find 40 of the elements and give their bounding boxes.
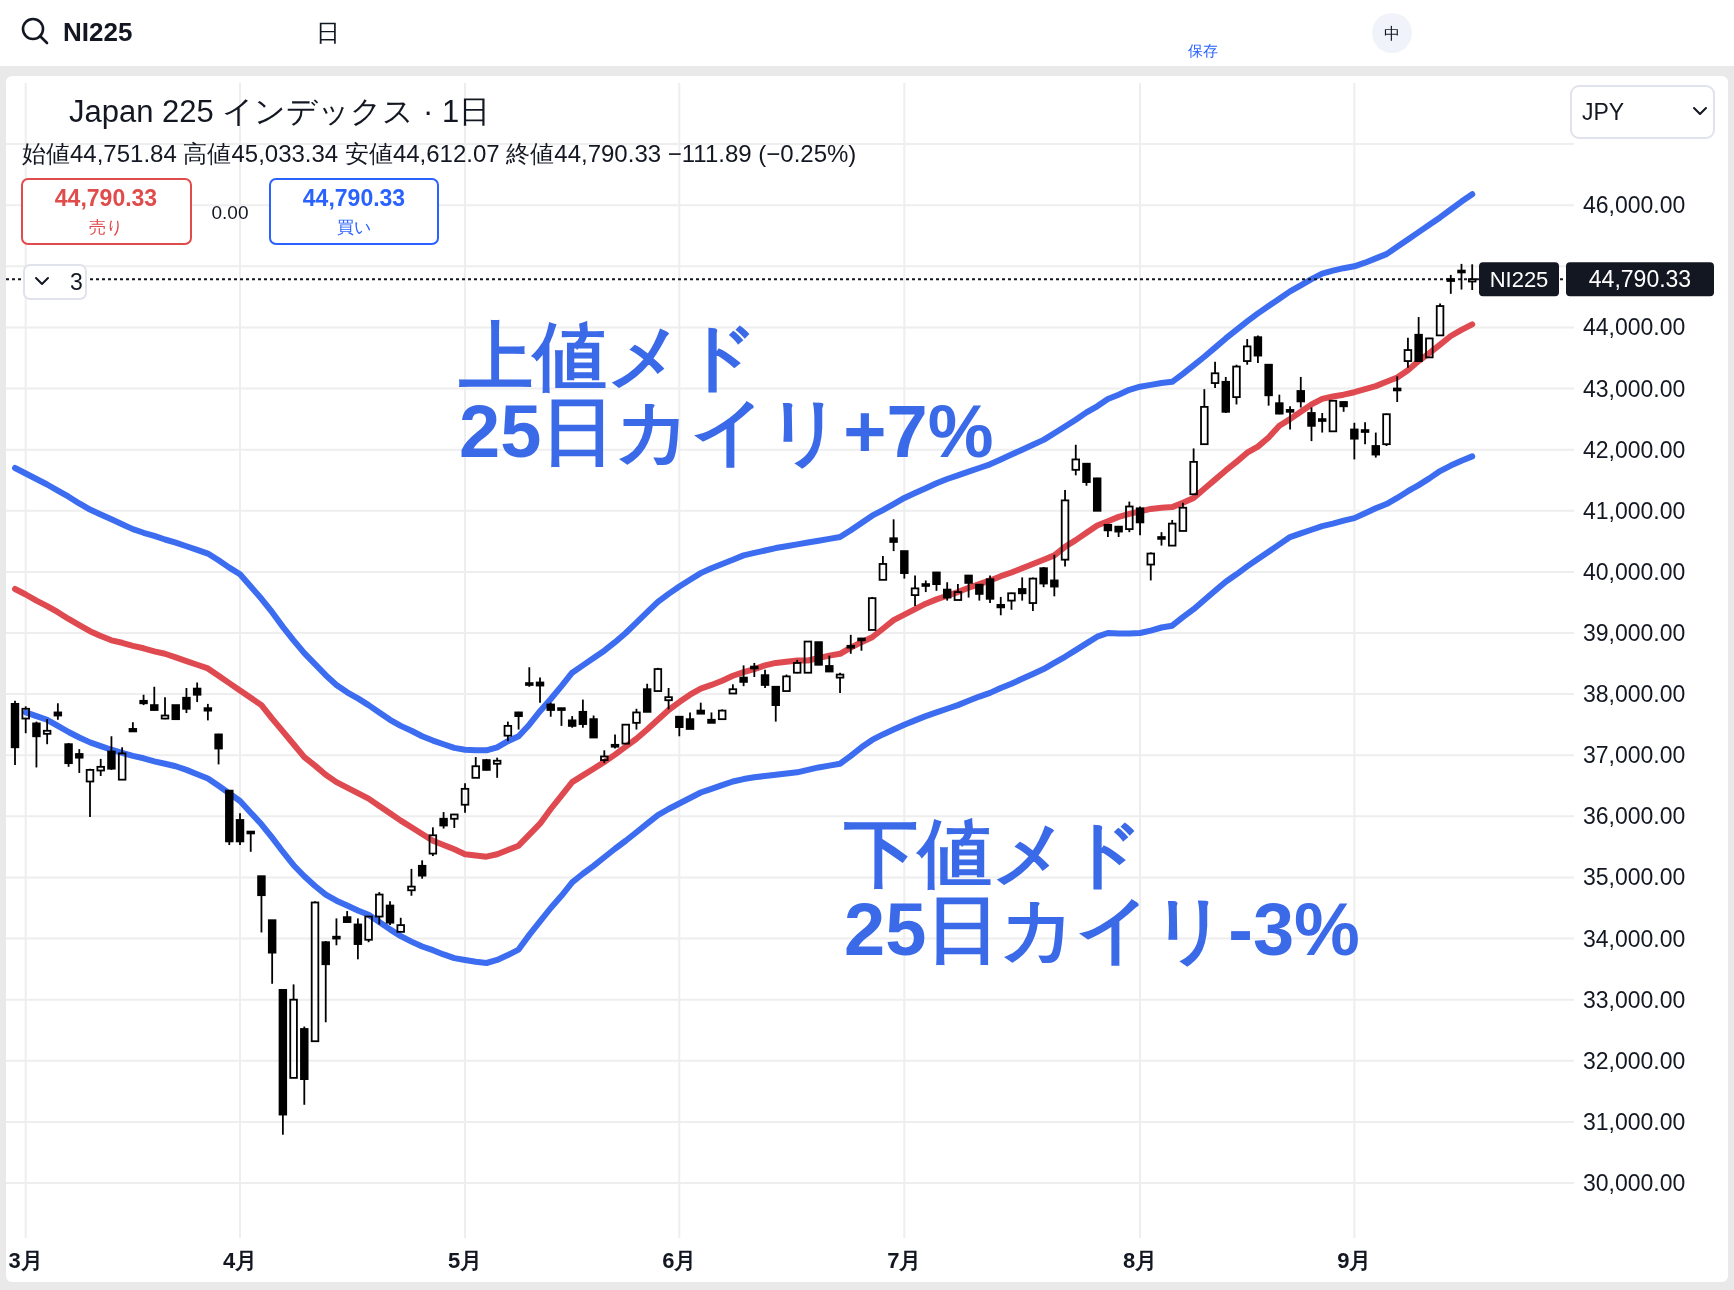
annotation: 3 bbox=[70, 269, 83, 295]
annotation: 売り bbox=[89, 218, 123, 237]
annotation: 44,790.33 bbox=[302, 185, 406, 211]
annotation: 買い bbox=[337, 218, 371, 237]
y-tick-label: 33,000.00 bbox=[1583, 986, 1686, 1013]
text: NI225 bbox=[63, 17, 133, 47]
y-tick-label: 43,000.00 bbox=[1583, 375, 1686, 402]
chart-title: Japan 225 インデックス · 1日 bbox=[69, 94, 491, 129]
text: 日 bbox=[316, 19, 340, 46]
annotation: 上値メド 25日カイリ+7% bbox=[458, 315, 994, 473]
text: NI225 bbox=[1489, 267, 1549, 293]
category-label: 6月 bbox=[662, 1248, 697, 1273]
y-tick-label: 31,000.00 bbox=[1583, 1108, 1686, 1135]
category-label: 3月 bbox=[8, 1248, 43, 1273]
category-label: 9月 bbox=[1337, 1248, 1372, 1273]
text: 保存 bbox=[1188, 42, 1218, 59]
y-tick-label: 42,000.00 bbox=[1583, 436, 1686, 463]
y-tick-label: 40,000.00 bbox=[1583, 558, 1686, 585]
y-tick-label: 35,000.00 bbox=[1583, 864, 1686, 891]
category-label: 7月 bbox=[887, 1248, 922, 1273]
y-tick-label: 36,000.00 bbox=[1583, 803, 1686, 830]
annotation: 下値メド 25日カイリ-3% bbox=[843, 812, 1360, 971]
text: 始値44,751.84 高値45,033.34 安値44,612.07 終値44,790.33 −111.89 (−0.25%) bbox=[22, 140, 857, 167]
text: 中 bbox=[1384, 25, 1400, 42]
category-label: 5月 bbox=[447, 1248, 483, 1273]
annotation: 0.00 bbox=[211, 202, 249, 223]
y-tick-label: 41,000.00 bbox=[1583, 497, 1686, 524]
category-label: 8月 bbox=[1122, 1248, 1158, 1273]
y-tick-label: 38,000.00 bbox=[1583, 681, 1686, 708]
annotation: 44,790.33 bbox=[54, 185, 158, 211]
y-tick-label: 44,000.00 bbox=[1583, 314, 1686, 341]
y-tick-label: 30,000.00 bbox=[1583, 1170, 1686, 1196]
category-label: 4月 bbox=[222, 1248, 258, 1273]
y-tick-label: 39,000.00 bbox=[1583, 620, 1686, 646]
y-tick-label: 32,000.00 bbox=[1583, 1047, 1686, 1074]
text: JPY bbox=[1582, 99, 1625, 125]
y-tick-label: 37,000.00 bbox=[1583, 742, 1686, 769]
y-tick-label: 34,000.00 bbox=[1583, 925, 1686, 952]
ref-line-label: 44,790.33 bbox=[1588, 266, 1692, 293]
y-tick-label: 46,000.00 bbox=[1583, 192, 1686, 219]
